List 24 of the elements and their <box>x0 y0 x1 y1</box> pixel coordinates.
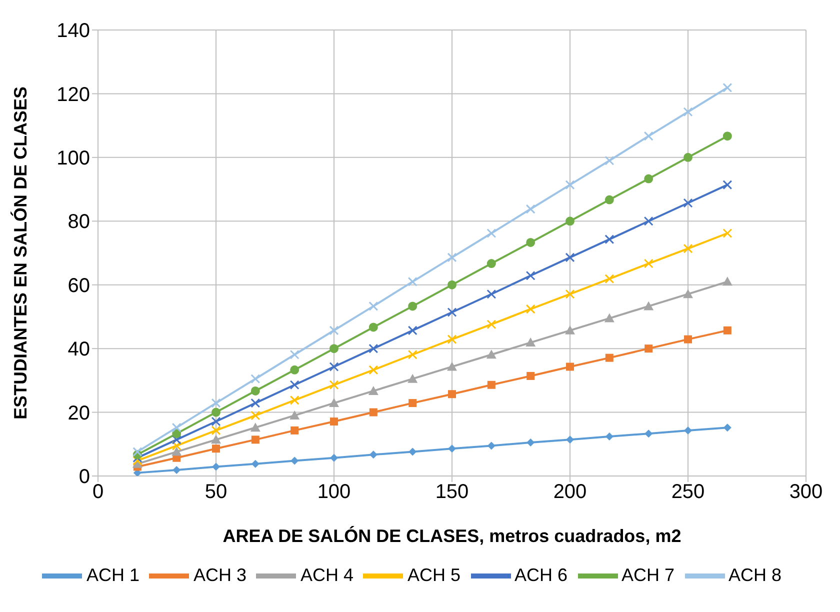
x-tick-label: 100 <box>317 481 351 504</box>
y-tick-label: 60 <box>68 274 90 297</box>
x-tick-label: 300 <box>789 481 823 504</box>
x-axis-title: AREA DE SALÓN DE CLASES, metros cuadrados, m2 <box>222 526 682 546</box>
y-tick-label: 120 <box>56 84 90 106</box>
y-tick-label: 80 <box>68 211 90 234</box>
y-tick-label: 20 <box>68 402 90 424</box>
legend-label: ACH 8 <box>728 564 782 585</box>
y-tick-label: 100 <box>56 148 90 170</box>
x-tick-label: 50 <box>204 481 228 504</box>
legend-label: ACH 5 <box>407 564 460 585</box>
legend-label: ACH 3 <box>193 564 246 585</box>
y-axis-title: ESTUDIANTES EN SALÓN DE CLASES <box>10 86 30 420</box>
y-tick-label: 40 <box>68 338 90 361</box>
legend-label: ACH 7 <box>622 564 675 585</box>
x-tick-label: 150 <box>435 481 469 504</box>
y-tick-label: 0 <box>78 466 90 488</box>
legend-label: ACH 6 <box>514 564 568 585</box>
legend-label: ACH 4 <box>300 564 354 585</box>
y-tick-label: 140 <box>56 20 90 42</box>
legend-label: ACH 1 <box>86 564 140 585</box>
x-tick-label: 0 <box>92 481 104 504</box>
x-tick-label: 250 <box>671 481 705 504</box>
x-tick-label: 200 <box>553 481 587 504</box>
